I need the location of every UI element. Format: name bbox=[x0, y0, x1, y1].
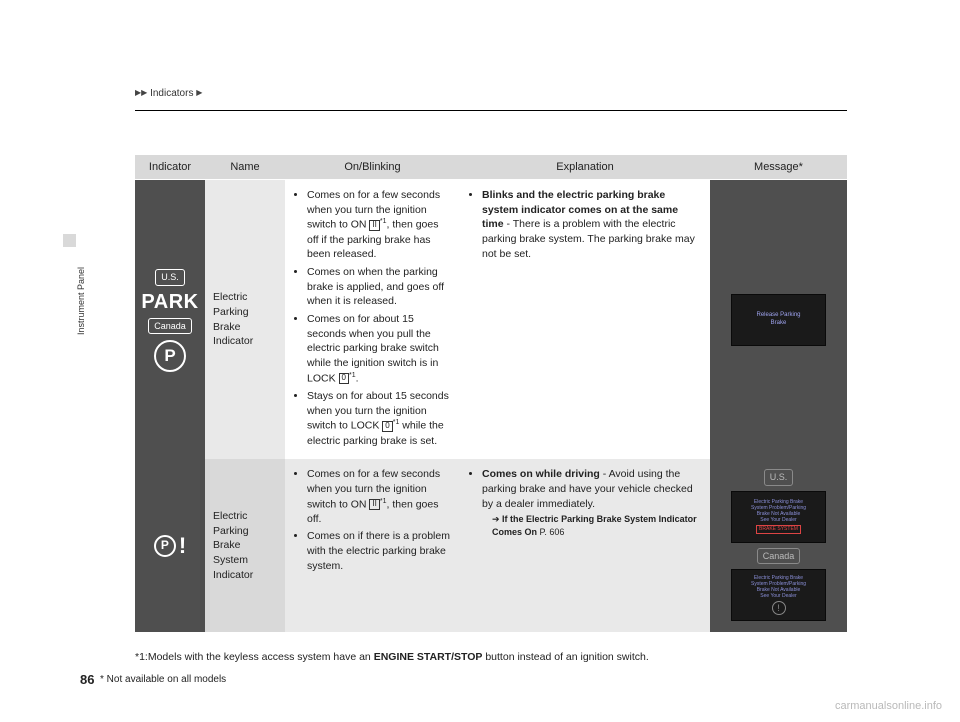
explanation-cell: Blinks and the electric parking brake sy… bbox=[460, 180, 710, 460]
indicators-table: Indicator Name On/Blinking Explanation M… bbox=[135, 155, 847, 632]
list-item: Comes on when the parking brake is appli… bbox=[307, 265, 452, 309]
table-row: P ! Electric Parking Brake System Indica… bbox=[135, 459, 847, 632]
divider bbox=[135, 110, 847, 111]
list-item: Comes on while driving - Avoid using the… bbox=[482, 467, 702, 538]
cross-ref-icon: ➔ bbox=[492, 514, 502, 524]
watermark: carmanualsonline.info bbox=[835, 700, 942, 712]
col-name: Name bbox=[205, 155, 285, 180]
side-tab bbox=[63, 234, 76, 247]
dash-message-screen: Electric Parking Brake System Problem/Pa… bbox=[731, 491, 826, 543]
on-blinking-cell: Comes on for a few seconds when you turn… bbox=[285, 459, 460, 632]
footnote-2: * Not available on all models bbox=[100, 674, 226, 685]
col-explanation: Explanation bbox=[460, 155, 710, 180]
message-cell: U.S. Electric Parking Brake System Probl… bbox=[710, 459, 847, 632]
parking-circle-icon: P bbox=[154, 535, 176, 557]
indicator-name: Electric Parking Brake System Indicator bbox=[205, 459, 285, 632]
list-item: Comes on for about 15 seconds when you p… bbox=[307, 312, 452, 386]
dash-message-screen: Electric Parking Brake System Problem/Pa… bbox=[731, 569, 826, 621]
breadcrumb-text: Indicators bbox=[150, 88, 193, 99]
page-number: 86 bbox=[80, 672, 94, 687]
parking-circle-icon: P bbox=[154, 340, 186, 372]
region-badge-canada: Canada bbox=[757, 548, 801, 565]
footnote-1: *1:Models with the keyless access system… bbox=[135, 651, 649, 663]
triangle-icon: ▶ bbox=[196, 88, 202, 97]
message-cell: Release Parking Brake bbox=[710, 180, 847, 460]
exclamation-icon: ! bbox=[179, 535, 186, 557]
on-blinking-cell: Comes on for a few seconds when you turn… bbox=[285, 180, 460, 460]
region-badge-us: U.S. bbox=[155, 269, 185, 286]
list-item: Stays on for about 15 seconds when you t… bbox=[307, 389, 452, 448]
warning-circle-icon: ! bbox=[772, 601, 786, 615]
region-badge-canada: Canada bbox=[148, 318, 192, 335]
col-indicator: Indicator bbox=[135, 155, 205, 180]
breadcrumb: ▶▶ Indicators ▶ bbox=[135, 88, 202, 99]
indicator-cell: U.S. PARK Canada P bbox=[135, 180, 205, 460]
dash-message-screen: Release Parking Brake bbox=[731, 294, 826, 346]
region-badge-us: U.S. bbox=[764, 469, 794, 486]
list-item: Comes on if there is a problem with the … bbox=[307, 529, 452, 573]
list-item: Blinks and the electric parking brake sy… bbox=[482, 188, 702, 261]
brake-system-icon: BRAKE SYSTEM bbox=[756, 525, 801, 534]
key-position-icon: II bbox=[369, 499, 379, 510]
explanation-cell: Comes on while driving - Avoid using the… bbox=[460, 459, 710, 632]
table-row: U.S. PARK Canada P Electric Parking Brak… bbox=[135, 180, 847, 460]
col-message: Message* bbox=[710, 155, 847, 180]
key-position-icon: 0 bbox=[382, 421, 392, 432]
indicator-cell: P ! bbox=[135, 459, 205, 632]
triangle-icon: ▶▶ bbox=[135, 88, 147, 97]
list-item: Comes on for a few seconds when you turn… bbox=[307, 467, 452, 526]
list-item: Comes on for a few seconds when you turn… bbox=[307, 188, 452, 262]
table-header-row: Indicator Name On/Blinking Explanation M… bbox=[135, 155, 847, 180]
park-indicator-icon: PARK bbox=[139, 288, 201, 316]
key-position-icon: 0 bbox=[339, 373, 349, 384]
side-section-label: Instrument Panel bbox=[76, 267, 86, 335]
col-on-blinking: On/Blinking bbox=[285, 155, 460, 180]
indicator-name: Electric Parking Brake Indicator bbox=[205, 180, 285, 460]
key-position-icon: II bbox=[369, 220, 379, 231]
